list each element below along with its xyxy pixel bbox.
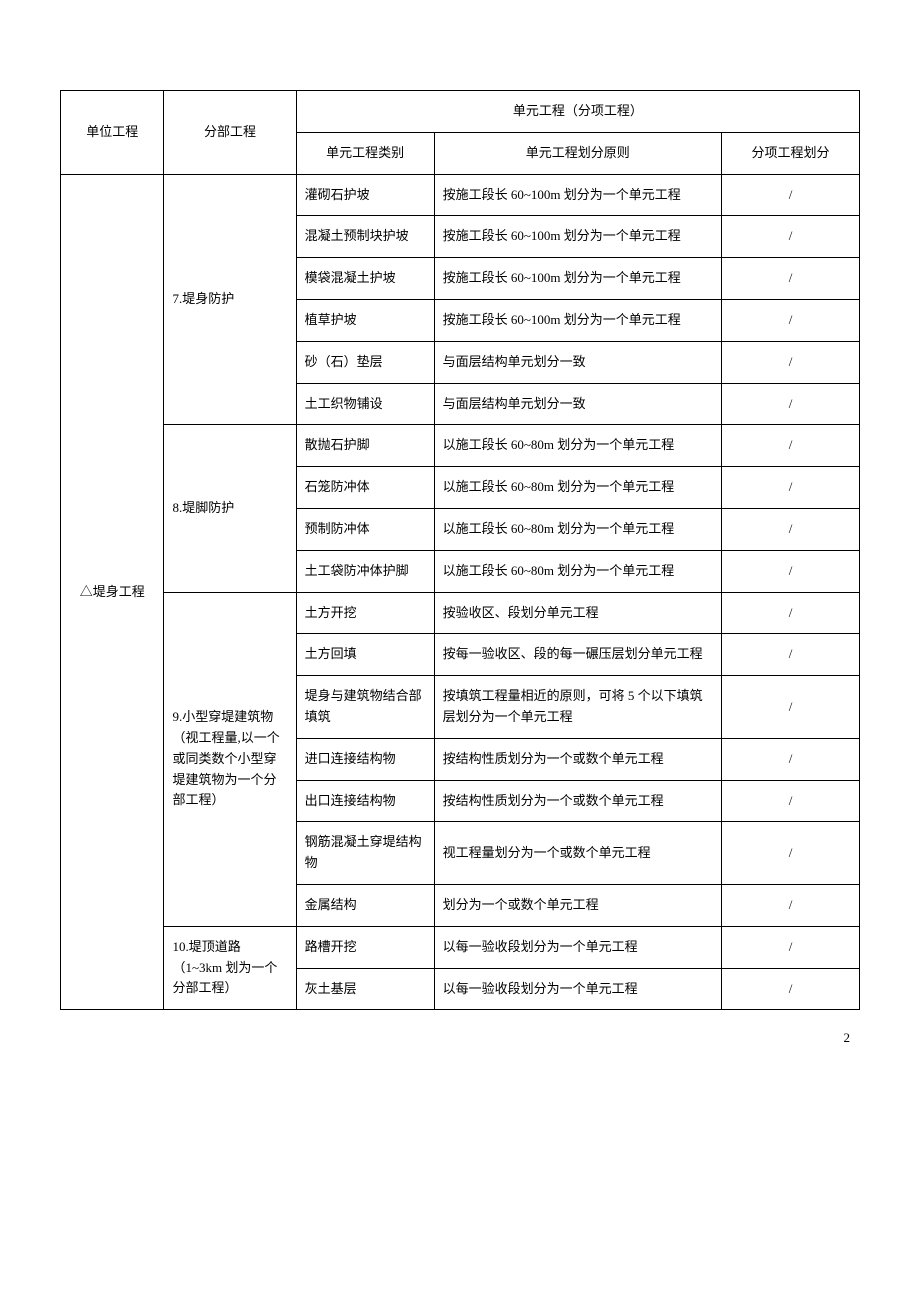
- header-element-type: 单元工程类别: [296, 132, 434, 174]
- element-principle: 以每一验收段划分为一个单元工程: [434, 968, 721, 1010]
- element-principle: 按验收区、段划分单元工程: [434, 592, 721, 634]
- element-type: 灰土基层: [296, 968, 434, 1010]
- element-principle: 与面层结构单元划分一致: [434, 383, 721, 425]
- section-label: 7.堤身防护: [164, 174, 296, 425]
- element-type: 散抛石护脚: [296, 425, 434, 467]
- item-division: /: [722, 467, 860, 509]
- element-type: 出口连接结构物: [296, 780, 434, 822]
- item-division: /: [722, 676, 860, 739]
- section-label: 8.堤脚防护: [164, 425, 296, 592]
- element-type: 土方回填: [296, 634, 434, 676]
- element-type: 灌砌石护坡: [296, 174, 434, 216]
- element-type: 混凝土预制块护坡: [296, 216, 434, 258]
- element-principle: 按结构性质划分为一个或数个单元工程: [434, 780, 721, 822]
- item-division: /: [722, 174, 860, 216]
- item-division: /: [722, 216, 860, 258]
- element-type: 模袋混凝土护坡: [296, 258, 434, 300]
- item-division: /: [722, 425, 860, 467]
- item-division: /: [722, 299, 860, 341]
- element-principle: 划分为一个或数个单元工程: [434, 884, 721, 926]
- item-division: /: [722, 884, 860, 926]
- item-division: /: [722, 341, 860, 383]
- item-division: /: [722, 383, 860, 425]
- item-division: /: [722, 508, 860, 550]
- element-type: 金属结构: [296, 884, 434, 926]
- element-type: 土工袋防冲体护脚: [296, 550, 434, 592]
- item-division: /: [722, 822, 860, 885]
- header-unit-project: 单位工程: [61, 91, 164, 175]
- engineering-division-table: 单位工程 分部工程 单元工程（分项工程） 单元工程类别 单元工程划分原则 分项工…: [60, 90, 860, 1010]
- element-principle: 按结构性质划分为一个或数个单元工程: [434, 738, 721, 780]
- element-principle: 视工程量划分为一个或数个单元工程: [434, 822, 721, 885]
- element-principle: 按每一验收区、段的每一碾压层划分单元工程: [434, 634, 721, 676]
- element-principle: 与面层结构单元划分一致: [434, 341, 721, 383]
- item-division: /: [722, 592, 860, 634]
- element-principle: 按施工段长 60~100m 划分为一个单元工程: [434, 299, 721, 341]
- header-element-principle: 单元工程划分原则: [434, 132, 721, 174]
- element-type: 预制防冲体: [296, 508, 434, 550]
- table-header-row-1: 单位工程 分部工程 单元工程（分项工程）: [61, 91, 860, 133]
- element-principle: 按施工段长 60~100m 划分为一个单元工程: [434, 216, 721, 258]
- element-type: 堤身与建筑物结合部填筑: [296, 676, 434, 739]
- element-principle: 以施工段长 60~80m 划分为一个单元工程: [434, 508, 721, 550]
- header-section-project: 分部工程: [164, 91, 296, 175]
- element-principle: 以施工段长 60~80m 划分为一个单元工程: [434, 425, 721, 467]
- header-element-project-group: 单元工程（分项工程）: [296, 91, 859, 133]
- item-division: /: [722, 738, 860, 780]
- element-type: 钢筋混凝土穿堤结构物: [296, 822, 434, 885]
- element-principle: 按填筑工程量相近的原则，可将 5 个以下填筑层划分为一个单元工程: [434, 676, 721, 739]
- table-row: △堤身工程 7.堤身防护 灌砌石护坡 按施工段长 60~100m 划分为一个单元…: [61, 174, 860, 216]
- item-division: /: [722, 780, 860, 822]
- element-principle: 按施工段长 60~100m 划分为一个单元工程: [434, 174, 721, 216]
- table-row: 8.堤脚防护 散抛石护脚 以施工段长 60~80m 划分为一个单元工程 /: [61, 425, 860, 467]
- element-type: 土工织物铺设: [296, 383, 434, 425]
- element-principle: 以每一验收段划分为一个单元工程: [434, 926, 721, 968]
- element-principle: 以施工段长 60~80m 划分为一个单元工程: [434, 467, 721, 509]
- header-item-division: 分项工程划分: [722, 132, 860, 174]
- element-type: 砂（石）垫层: [296, 341, 434, 383]
- element-type: 路槽开挖: [296, 926, 434, 968]
- element-type: 植草护坡: [296, 299, 434, 341]
- item-division: /: [722, 634, 860, 676]
- element-type: 石笼防冲体: [296, 467, 434, 509]
- table-row: 9.小型穿堤建筑物 （视工程量,以一个或同类数个小型穿堤建筑物为一个分部工程） …: [61, 592, 860, 634]
- element-principle: 按施工段长 60~100m 划分为一个单元工程: [434, 258, 721, 300]
- element-principle: 以施工段长 60~80m 划分为一个单元工程: [434, 550, 721, 592]
- element-type: 土方开挖: [296, 592, 434, 634]
- item-division: /: [722, 550, 860, 592]
- item-division: /: [722, 926, 860, 968]
- item-division: /: [722, 968, 860, 1010]
- element-type: 进口连接结构物: [296, 738, 434, 780]
- table-row: 10.堤顶道路 （1~3km 划为一个分部工程） 路槽开挖 以每一验收段划分为一…: [61, 926, 860, 968]
- section-label: 10.堤顶道路 （1~3km 划为一个分部工程）: [164, 926, 296, 1010]
- page-number: 2: [60, 1030, 860, 1046]
- section-label: 9.小型穿堤建筑物 （视工程量,以一个或同类数个小型穿堤建筑物为一个分部工程）: [164, 592, 296, 926]
- unit-project-cell: △堤身工程: [61, 174, 164, 1010]
- item-division: /: [722, 258, 860, 300]
